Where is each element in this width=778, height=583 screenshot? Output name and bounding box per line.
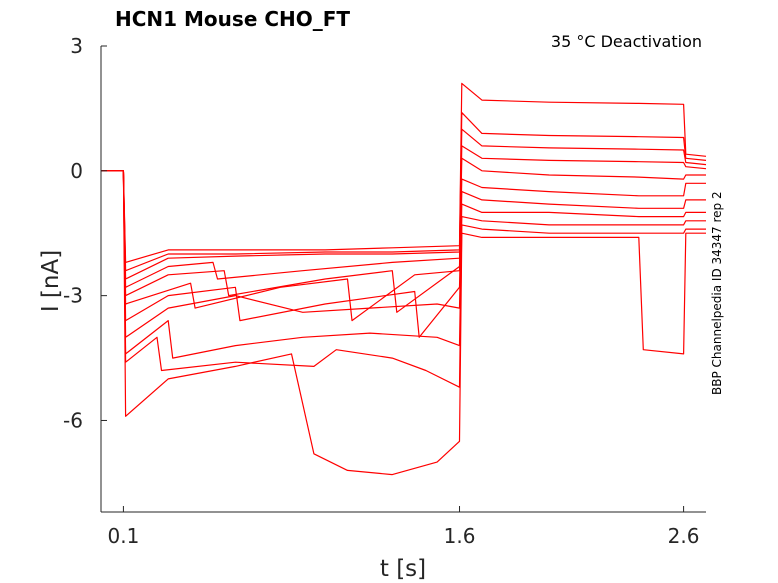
y-tick-label: 3 (70, 34, 83, 58)
current-trace-7 (101, 170, 706, 338)
y-tick-label: 0 (70, 159, 83, 183)
y-axis-label: I [nA] (38, 250, 64, 312)
current-trace-5 (101, 157, 706, 313)
chart-title: HCN1 Mouse CHO_FT (115, 7, 350, 31)
y-tick-label: -6 (63, 408, 83, 432)
current-trace-11 (101, 170, 706, 476)
x-tick-label: 2.6 (668, 524, 700, 548)
y-ticks: 3 0 -3 -6 (63, 34, 107, 432)
x-axis-label: t [s] (380, 556, 426, 582)
current-trace-4 (101, 145, 707, 288)
source-label: BBP Channelpedia ID 34347 rep 2 (710, 191, 724, 395)
current-trace-6 (101, 170, 706, 322)
condition-annotation: 35 °C Deactivation (551, 32, 702, 51)
current-trace-8 (101, 170, 706, 338)
y-tick-label: -3 (63, 284, 83, 308)
current-trace-9 (101, 170, 706, 359)
series-layer (101, 82, 707, 476)
current-trace-10 (101, 170, 706, 388)
x-tick-label: 0.1 (108, 524, 140, 548)
plot-area: 0.1 1.6 2.6 3 0 -3 -6 (63, 34, 707, 548)
x-tick-label: 1.6 (444, 524, 476, 548)
x-ticks: 0.1 1.6 2.6 (108, 506, 700, 548)
